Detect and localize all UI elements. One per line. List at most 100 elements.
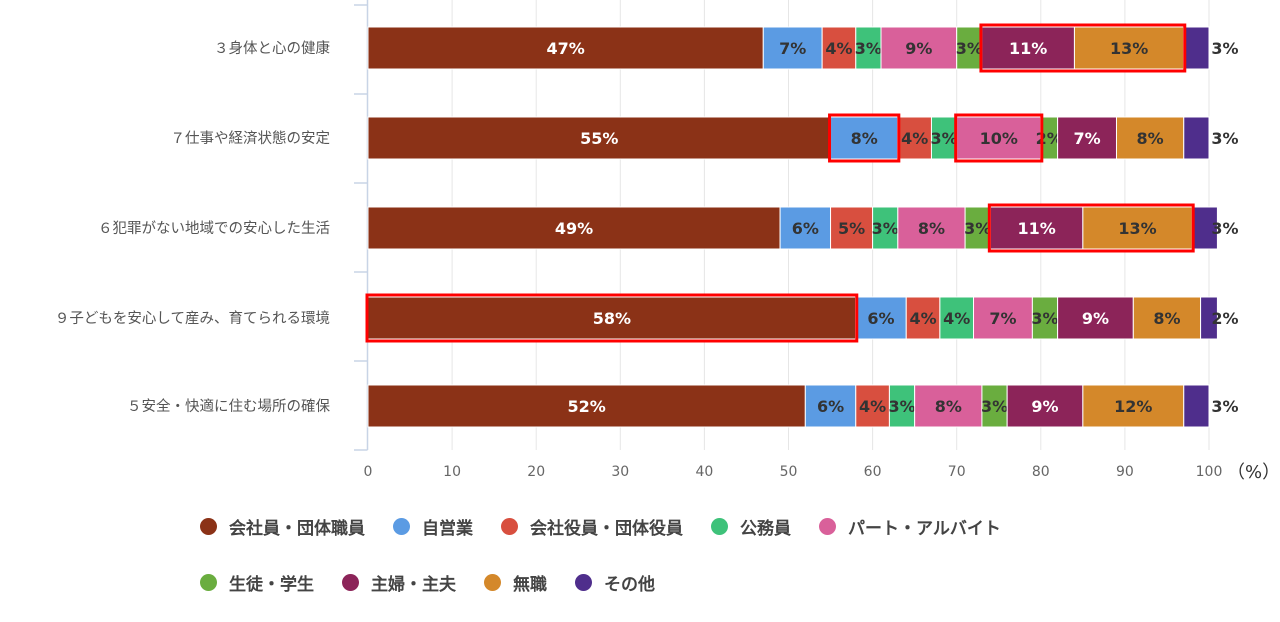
bar-segment [367, 26, 764, 70]
bar-segment [897, 116, 932, 160]
bar-segment [1115, 116, 1185, 160]
highlight-box [979, 23, 1187, 73]
data-label: 10% [980, 129, 1018, 148]
bar-segment [981, 384, 1008, 428]
legend-label: 公務員 [740, 518, 791, 539]
data-label: 7% [989, 309, 1016, 328]
bar-segment [367, 116, 832, 160]
bar-segment [1073, 26, 1185, 70]
data-label: 52% [568, 397, 606, 416]
bar-segment [1200, 296, 1218, 340]
data-label: 2% [1211, 309, 1238, 328]
data-label: 3% [1211, 129, 1238, 148]
x-tick-label: 10 [443, 464, 461, 480]
category-label: ３身体と心の健康 [214, 40, 330, 57]
bar-segment [981, 26, 1075, 70]
bar-segment [367, 206, 781, 250]
data-label: 3% [964, 219, 991, 238]
legend-label: 会社員・団体職員 [229, 518, 365, 539]
bar-segment [989, 206, 1084, 250]
data-label: 6% [817, 397, 844, 416]
data-label: 3% [930, 129, 957, 148]
data-label: 4% [943, 309, 970, 328]
legend-marker [342, 573, 359, 591]
legend-item[interactable]: その他 [575, 570, 655, 595]
bar-segment [888, 384, 916, 428]
legend-label: 無職 [513, 574, 547, 595]
legend-item[interactable]: 会社員・団体職員 [200, 514, 365, 539]
legend-item[interactable]: 会社役員・団体役員 [501, 514, 683, 539]
legend-label: パート・アルバイト [848, 518, 1001, 539]
data-label: 4% [859, 397, 886, 416]
x-tick-label: 60 [864, 464, 882, 480]
x-axis-unit: （%） [1227, 462, 1280, 483]
data-label: 6% [867, 309, 894, 328]
data-label: 9% [1031, 397, 1058, 416]
bar-segment [1082, 384, 1185, 428]
data-label: 11% [1017, 219, 1055, 238]
bar-segment [1006, 384, 1084, 428]
bar-segment [830, 206, 874, 250]
x-tick-label: 80 [1032, 464, 1050, 480]
x-tick-label: 0 [364, 464, 373, 480]
data-label: 3% [981, 397, 1008, 416]
highlight-box [828, 113, 901, 163]
legend-item[interactable]: 無職 [484, 570, 547, 595]
bar-segment [973, 296, 1033, 340]
bar-segment [1132, 296, 1202, 340]
legend-label: 主婦・主夫 [371, 574, 456, 595]
bar-segment [804, 384, 857, 428]
bar-segment [367, 384, 806, 428]
legend-label: 自営業 [422, 518, 473, 539]
legend-marker [711, 517, 728, 535]
bar-segment [1183, 26, 1210, 70]
data-label: 58% [593, 309, 631, 328]
bar-segment [1191, 206, 1218, 250]
legend-item[interactable]: パート・アルバイト [819, 514, 1001, 539]
data-label: 47% [546, 39, 584, 58]
legend-label: 生徒・学生 [229, 574, 314, 595]
legend-label: その他 [604, 574, 655, 595]
data-label: 3% [1211, 39, 1238, 58]
category-label: ５安全・快適に住む場所の確保 [127, 397, 330, 415]
data-label: 6% [792, 219, 819, 238]
data-label: 4% [825, 39, 852, 58]
data-label: 3% [1211, 219, 1238, 238]
data-label: 5% [838, 219, 865, 238]
legend-row: 生徒・学生 主婦・主夫 無職 その他 [200, 566, 1100, 598]
bar-segment [821, 26, 857, 70]
legend-item[interactable]: 生徒・学生 [200, 570, 314, 595]
data-label: 9% [1082, 309, 1109, 328]
legend-label: 会社役員・団体役員 [530, 518, 683, 539]
data-label: 8% [851, 129, 878, 148]
category-label: ９子どもを安心して産み、育てられる環境 [55, 309, 330, 327]
legend-marker [200, 573, 217, 591]
x-tick-label: 90 [1116, 464, 1134, 480]
data-label: 9% [905, 39, 932, 58]
highlight-box [365, 293, 859, 343]
bar-segment [1031, 296, 1059, 340]
data-label: 8% [935, 397, 962, 416]
legend-item[interactable]: 公務員 [711, 514, 791, 539]
data-label: 49% [555, 219, 593, 238]
x-tick-label: 100 [1196, 464, 1223, 480]
legend-item[interactable]: 主婦・主夫 [342, 570, 456, 595]
legend-marker [575, 573, 592, 591]
data-label: 8% [1153, 309, 1180, 328]
data-label: 7% [779, 39, 806, 58]
data-label: 8% [1137, 129, 1164, 148]
data-label: 12% [1114, 397, 1152, 416]
category-label: ７仕事や経済状態の安定 [171, 130, 331, 147]
data-label: 13% [1110, 39, 1148, 58]
data-label: 7% [1073, 129, 1100, 148]
chart-legend: 会社員・団体職員 自営業 会社役員・団体役員 公務員 パート・アルバイト生徒・学生 主婦・… [200, 510, 1100, 622]
legend-item[interactable]: 自営業 [393, 514, 473, 539]
legend-marker [393, 517, 410, 535]
highlight-box [987, 203, 1195, 253]
bar-segment [897, 206, 966, 250]
data-label: 3% [872, 219, 899, 238]
legend-marker [819, 517, 836, 535]
x-tick-label: 30 [611, 464, 629, 480]
data-label: 4% [901, 129, 928, 148]
category-label: ６犯罪がない地域での安心した生活 [98, 220, 330, 237]
